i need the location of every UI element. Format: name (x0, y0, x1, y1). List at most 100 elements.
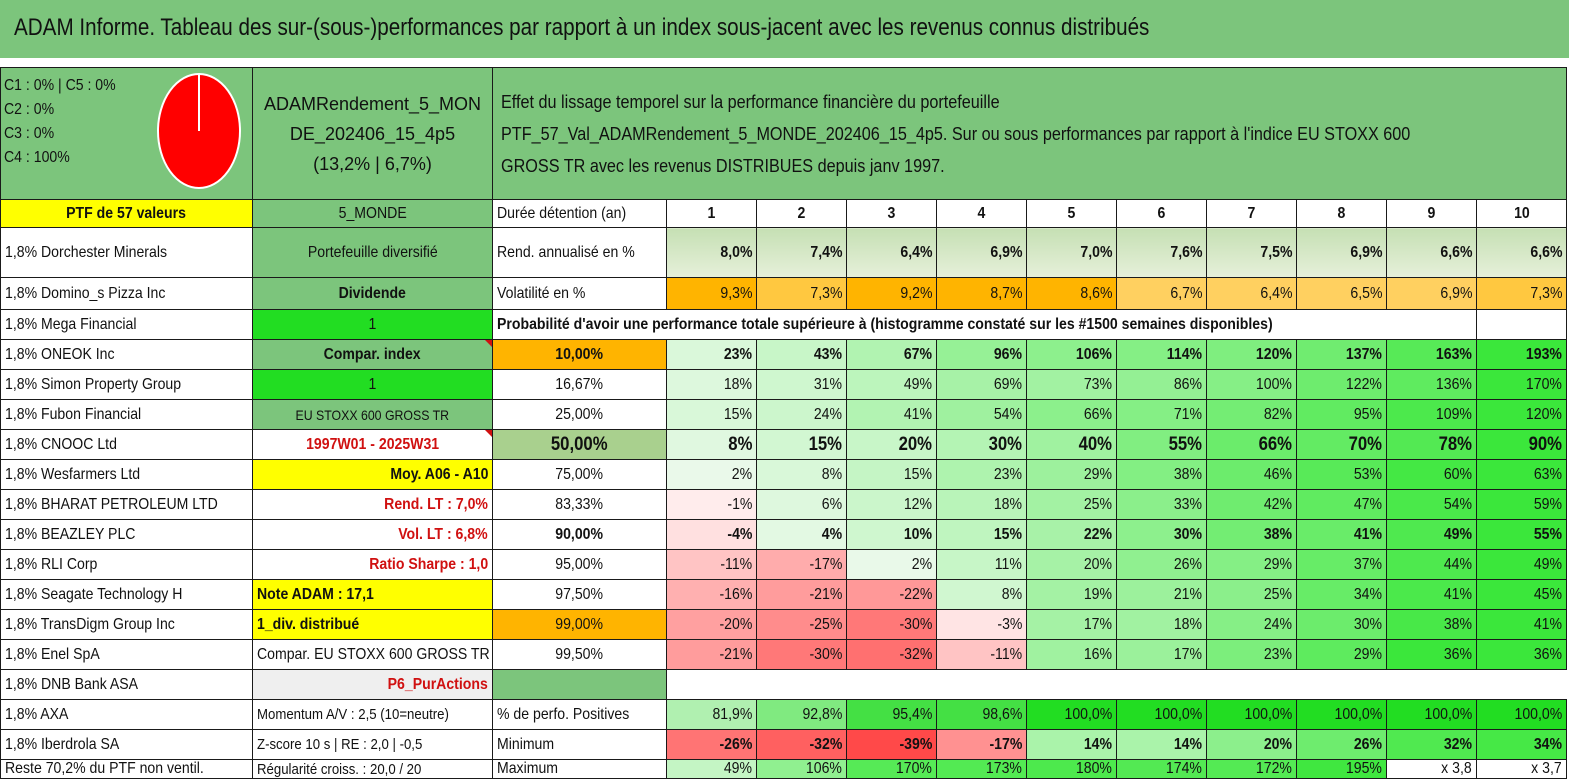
probability-value-text: -21% (719, 645, 752, 663)
probability-level: 25,00% (492, 399, 667, 430)
rend-value: 8,0% (666, 227, 757, 278)
holding-name: 1,8% CNOOC Ltd (0, 429, 253, 460)
maximum-value-text: 172% (1255, 760, 1292, 778)
info-cell: Compar. EU STOXX 600 GROSS TR (252, 639, 493, 670)
rend-value: 6,4% (846, 227, 937, 278)
zone-cell: 5_MONDE (252, 199, 493, 228)
holding-name-text: 1,8% TransDigm Group Inc (5, 615, 175, 633)
probability-value-text: 30% (1173, 525, 1202, 543)
rend-label: Rend. annualisé en % (492, 227, 667, 278)
minimum-value-text: 34% (1533, 735, 1562, 753)
rend-value-text: 7,4% (809, 243, 842, 261)
vol-value: 6,4% (1206, 277, 1297, 310)
minimum-value: 14% (1116, 729, 1207, 760)
zone-cell-text: 5_MONDE (338, 204, 407, 222)
probability-value-text: 53% (1353, 465, 1382, 483)
positives-value: 100,0% (1206, 699, 1297, 730)
maximum-value: x 3,7 (1476, 759, 1567, 779)
holding-name: 1,8% Seagate Technology H (0, 579, 253, 610)
table-row: 1,8% DNB Bank ASA P6_PurActions (0, 669, 1567, 700)
probability-value-text: 67% (903, 345, 932, 363)
info-cell-text: Rend. LT : 7,0% (384, 495, 488, 513)
vol-value-text: 9,2% (899, 284, 932, 302)
probability-value: -30% (846, 609, 937, 640)
info-cell: Rend. LT : 7,0% (252, 489, 493, 520)
probability-value-text: 24% (813, 405, 842, 423)
probability-value: -4% (666, 519, 757, 550)
probability-value-text: 193% (1525, 345, 1562, 363)
holding-name: Reste 70,2% du PTF non ventil. (0, 759, 253, 779)
probability-value: 86% (1116, 369, 1207, 400)
probability-value-text: 25% (1083, 495, 1112, 513)
holding-name: 1,8% AXA (0, 699, 253, 730)
probability-value-text: 18% (723, 375, 752, 393)
positives-value: 92,8% (756, 699, 847, 730)
probability-value: 55% (1116, 429, 1207, 460)
probability-value-text: -16% (719, 585, 752, 603)
minimum-value: -32% (756, 729, 847, 760)
positives-value-text: 100,0% (1244, 705, 1292, 723)
probability-value-text: 55% (1533, 525, 1562, 543)
probability-value: 43% (756, 339, 847, 370)
probability-value: 20% (1026, 549, 1117, 580)
probability-value-text: -25% (809, 615, 842, 633)
probability-value-text: 31% (813, 375, 842, 393)
positives-value-text: 92,8% (802, 705, 842, 723)
probability-value-text: 55% (1168, 433, 1202, 455)
probability-value: 12% (846, 489, 937, 520)
probability-value: 29% (1296, 639, 1387, 670)
probability-value-text: 46% (1263, 465, 1292, 483)
probability-value-text: 6% (821, 495, 842, 513)
probability-value: -30% (756, 639, 847, 670)
vol-value: 6,7% (1116, 277, 1207, 310)
probability-value-text: 22% (1083, 525, 1112, 543)
probability-value: -17% (756, 549, 847, 580)
probability-value-text: 73% (1083, 375, 1112, 393)
probability-value-text: 26% (1173, 555, 1202, 573)
maximum-value-text: 180% (1075, 760, 1112, 778)
probability-value-text: 30% (988, 433, 1022, 455)
probability-value-text: -21% (809, 585, 842, 603)
probability-value-text: 8% (1001, 585, 1022, 603)
probability-value: 10% (846, 519, 937, 550)
year-header-3: 3 (846, 199, 937, 228)
holding-name-text: 1,8% Iberdrola SA (5, 735, 120, 753)
probability-value: 40% (1026, 429, 1117, 460)
holding-name-text: 1,8% Dorchester Minerals (5, 243, 167, 261)
probability-value: 170% (1476, 369, 1567, 400)
probability-value: 36% (1476, 639, 1567, 670)
holding-name: 1,8% Mega Financial (0, 309, 253, 340)
probability-value: 55% (1476, 519, 1567, 550)
probability-value-text: 12% (903, 495, 932, 513)
probability-value-text: 69% (993, 375, 1022, 393)
info-cell-text: 1 (368, 315, 377, 333)
holding-name: 1,8% Fubon Financial (0, 399, 253, 430)
table-row: 1,8% BEAZLEY PLC Vol. LT : 6,8% 90,00% -4% 4… (0, 519, 1567, 550)
holding-name: 1,8% Domino_s Pizza Inc (0, 277, 253, 310)
portfolio-name-line2: DE_202406_15_4p5 (289, 123, 456, 144)
probability-value-text: 2% (731, 465, 752, 483)
probability-value-text: -22% (899, 585, 932, 603)
probability-value-text: 30% (1353, 615, 1382, 633)
probability-level-text: 97,50% (555, 585, 604, 603)
probability-value: 136% (1386, 369, 1477, 400)
probability-value-text: 40% (1078, 433, 1112, 455)
probability-level: 90,00% (492, 519, 667, 550)
positives-value-text: 100,0% (1154, 705, 1202, 723)
table-row: 1,8% Domino_s Pizza Inc Dividende Volatili… (0, 277, 1567, 310)
maximum-value-text: 195% (1345, 760, 1382, 778)
probability-value: 66% (1206, 429, 1297, 460)
positives-label-text: % de perfo. Positives (497, 705, 630, 723)
probability-value-text: 49% (903, 375, 932, 393)
year-header-5: 5 (1026, 199, 1117, 228)
rend-value-text: 8,0% (719, 243, 752, 261)
probability-value: 33% (1116, 489, 1207, 520)
vol-value: 6,5% (1296, 277, 1387, 310)
probability-value: 70% (1296, 429, 1387, 460)
year-header-7-text: 7 (1247, 204, 1256, 222)
performance-table: C1 : 0% | C5 : 0% C2 : 0% C3 : 0% C4 : 100%… (0, 67, 1567, 779)
probability-value-text: 42% (1263, 495, 1292, 513)
probability-value-text: 38% (1263, 525, 1292, 543)
rend-value-text: 7,0% (1079, 243, 1112, 261)
probability-value-text: 82% (1263, 405, 1292, 423)
